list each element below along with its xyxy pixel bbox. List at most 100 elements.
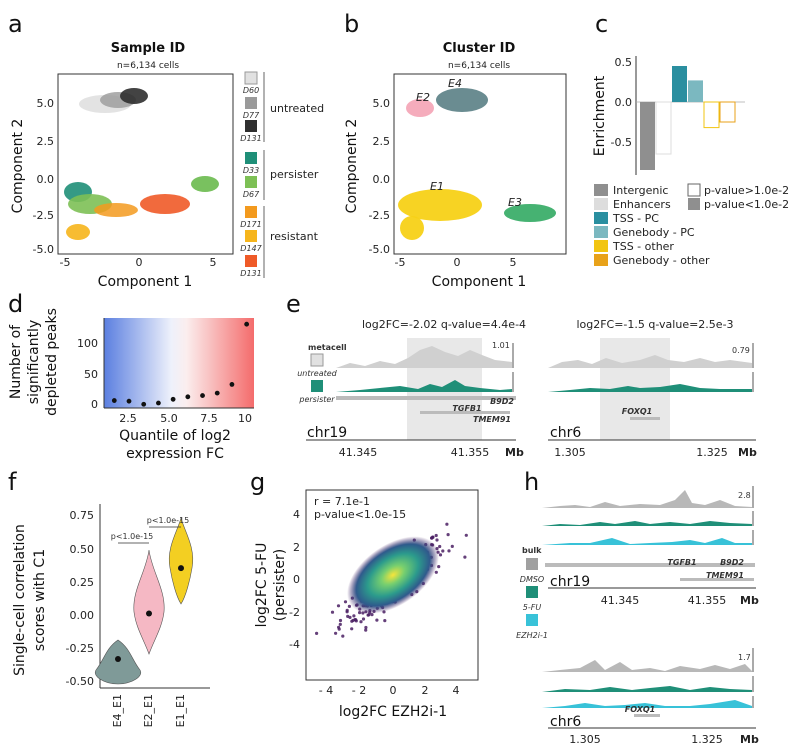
x-tick: 5.0 xyxy=(160,412,178,425)
legend-swatch xyxy=(245,206,257,218)
sample-legend: D60 D77 D131 D33 D67 D171 D147 D131 untr… xyxy=(240,71,324,278)
median-point xyxy=(115,655,121,662)
untreated-swatch xyxy=(310,353,324,367)
panel-letter: g xyxy=(250,468,265,496)
legend-label: p-value<1.0e-2 xyxy=(704,198,789,211)
violin-e2-e1 xyxy=(133,549,165,655)
y-tick: 100 xyxy=(77,337,98,350)
gene-label: TMEM91 xyxy=(473,415,511,424)
dmso-swatch xyxy=(526,558,538,570)
scatter-point xyxy=(367,613,371,617)
x-tick: 2 xyxy=(422,684,429,697)
panel-h: h 2.8 TGFB1 B9D2 TMEM91 chr19 41.345 41.… xyxy=(516,468,759,746)
y-tick: 0 xyxy=(91,398,98,411)
group-label: resistant xyxy=(270,230,319,243)
track-label: persister xyxy=(298,395,335,404)
panel-g: g r = 7.1e-1 p-value<1.0e-15 - 4 - 2 0 2… xyxy=(250,468,479,720)
cluster-right-green xyxy=(191,176,219,192)
x-tick: 5 xyxy=(210,256,217,269)
legend-label: TSS - other xyxy=(612,240,674,253)
y-tick: -2 xyxy=(289,606,300,619)
scatter-point xyxy=(341,634,345,638)
scatter-point xyxy=(447,549,451,553)
scatter-point xyxy=(361,617,366,621)
x-tick: 0 xyxy=(454,256,461,269)
fu-swatch xyxy=(526,586,538,598)
y-tick: 0.0 xyxy=(615,96,633,109)
median-point xyxy=(178,565,184,572)
pvalue-label: p<1.0e-15 xyxy=(147,516,190,525)
chromosome-label: chr6 xyxy=(550,714,581,730)
y-tick: -5.0 xyxy=(369,243,390,256)
gene-label: TGFB1 xyxy=(452,404,481,413)
scatter-point xyxy=(441,549,445,553)
x-axis-label: expression FC xyxy=(126,446,224,462)
legend-code: D131 xyxy=(240,269,261,278)
panel-letter: c xyxy=(595,10,608,38)
y-tick: 0.0 xyxy=(373,173,391,186)
plot-frame xyxy=(393,73,567,255)
coordinate-tick: 1.305 xyxy=(569,733,601,746)
y-tick: 0.25 xyxy=(70,576,95,589)
y-axis-label: (persister) xyxy=(272,549,288,622)
scatter-point xyxy=(334,631,338,635)
quantile-point xyxy=(111,398,117,403)
panel-title: Cluster ID xyxy=(443,41,516,56)
y-axis-label: Single-cell correlation xyxy=(12,524,28,676)
scatter-point xyxy=(446,533,450,537)
cluster-e4 xyxy=(436,88,488,112)
y-tick: -0.5 xyxy=(611,136,632,149)
scale-value: 1.7 xyxy=(738,653,751,662)
mb-unit: Mb xyxy=(505,446,524,459)
scatter-point xyxy=(315,631,319,636)
quantile-point xyxy=(156,400,161,406)
cluster-label: E1 xyxy=(430,180,444,193)
track-header: log2FC=-1.5 q-value=2.5e-3 xyxy=(576,318,733,331)
y-axis-label: Component 2 xyxy=(10,119,26,214)
y-tick: 50 xyxy=(84,368,98,381)
panel-b: b Cluster ID n=6,134 cells E2 E4 E1 E3 -… xyxy=(344,10,567,290)
panel-subtitle: n=6,134 cells xyxy=(448,61,510,71)
scatter-point xyxy=(434,533,438,538)
persister-signal-track xyxy=(548,384,752,392)
x-tick: E4_E1 xyxy=(111,694,124,727)
legend-swatch xyxy=(245,230,257,242)
legend-swatch xyxy=(244,71,258,85)
legend-code: D147 xyxy=(240,244,262,253)
scatter-point xyxy=(330,610,335,614)
panel-c: c 0.5 0.0 -0.5 Enrichment Intergenic Enh… xyxy=(592,10,789,267)
legend-swatch xyxy=(594,212,608,224)
y-tick: 5.0 xyxy=(37,97,55,110)
coordinate-tick: 1.325 xyxy=(691,733,723,746)
panel-d: d 100 50 0 2.5 5.0 7.5 10 Quantile of lo… xyxy=(8,290,254,462)
coordinate-tick: 41.345 xyxy=(601,594,640,607)
correlation-pvalue: p-value<1.0e-15 xyxy=(314,508,406,521)
legend-code: D171 xyxy=(240,220,261,229)
legend-swatch xyxy=(594,254,608,266)
scatter-point xyxy=(383,619,387,623)
scale-value: 2.8 xyxy=(738,491,751,500)
y-tick: 0 xyxy=(293,573,300,586)
group-label: persister xyxy=(270,168,319,181)
gene-label: B9D2 xyxy=(720,558,744,567)
x-tick: E1_E1 xyxy=(174,694,187,727)
y-tick: 2 xyxy=(293,541,300,554)
scatter-point xyxy=(464,533,468,537)
legend-label: Enhancers xyxy=(613,198,671,211)
y-axis-label: log2FC 5-FU xyxy=(254,543,270,628)
dmso-signal-track xyxy=(542,490,752,508)
x-tick: -5 xyxy=(60,256,71,269)
panel-title: Sample ID xyxy=(111,41,186,56)
scatter-point xyxy=(353,618,357,622)
legend-label: Genebody - PC xyxy=(613,226,695,239)
gene-label: TMEM91 xyxy=(706,571,744,580)
cluster-label: E4 xyxy=(448,77,462,90)
scatter-point xyxy=(337,627,341,631)
x-tick: 7.5 xyxy=(200,412,218,425)
legend-code: D33 xyxy=(243,166,259,175)
umap-points xyxy=(398,88,556,240)
coordinate-tick: 41.345 xyxy=(339,446,378,459)
cluster-e1-tail xyxy=(400,216,424,240)
legend-code: D77 xyxy=(243,111,260,120)
